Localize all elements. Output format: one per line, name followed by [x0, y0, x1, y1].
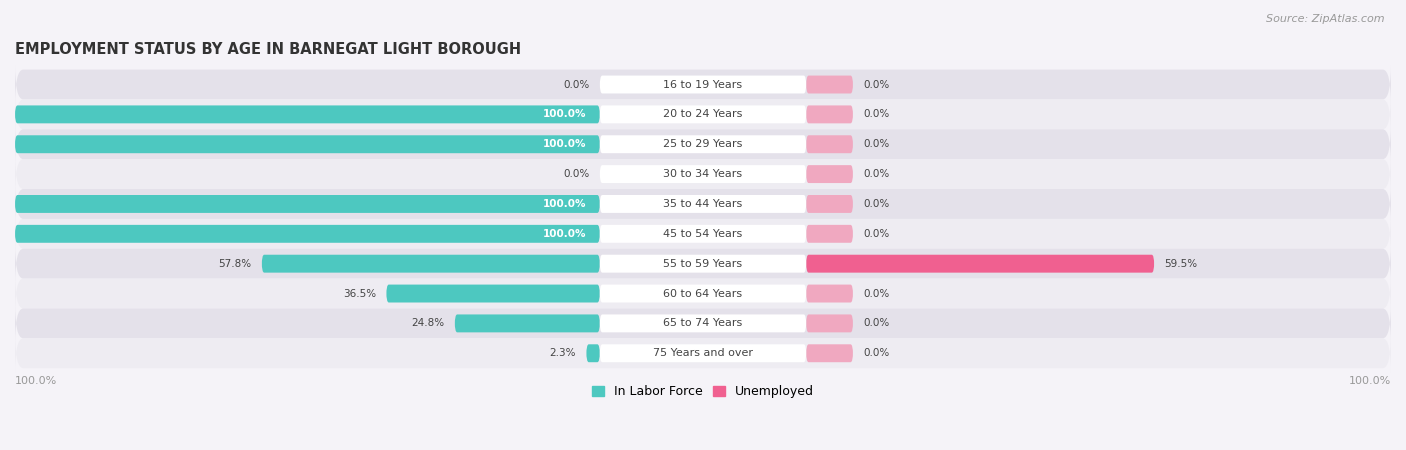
Text: 59.5%: 59.5% [1164, 259, 1198, 269]
Text: 0.0%: 0.0% [863, 199, 890, 209]
Text: 0.0%: 0.0% [564, 169, 589, 179]
Text: 0.0%: 0.0% [863, 109, 890, 119]
FancyBboxPatch shape [600, 165, 806, 183]
FancyBboxPatch shape [15, 213, 1391, 255]
FancyBboxPatch shape [600, 105, 806, 123]
Text: 0.0%: 0.0% [863, 348, 890, 358]
FancyBboxPatch shape [15, 195, 600, 213]
Text: 100.0%: 100.0% [1348, 376, 1391, 386]
Text: 100.0%: 100.0% [543, 229, 586, 239]
FancyBboxPatch shape [387, 284, 600, 302]
Text: 20 to 24 Years: 20 to 24 Years [664, 109, 742, 119]
FancyBboxPatch shape [15, 273, 1391, 315]
Text: 0.0%: 0.0% [863, 319, 890, 328]
Text: 36.5%: 36.5% [343, 288, 375, 298]
FancyBboxPatch shape [600, 225, 806, 243]
Text: 100.0%: 100.0% [15, 376, 58, 386]
Text: 65 to 74 Years: 65 to 74 Years [664, 319, 742, 328]
Text: 24.8%: 24.8% [412, 319, 444, 328]
FancyBboxPatch shape [15, 63, 1391, 105]
FancyBboxPatch shape [15, 225, 600, 243]
Text: EMPLOYMENT STATUS BY AGE IN BARNEGAT LIGHT BOROUGH: EMPLOYMENT STATUS BY AGE IN BARNEGAT LIG… [15, 42, 522, 57]
FancyBboxPatch shape [15, 243, 1391, 284]
FancyBboxPatch shape [15, 183, 1391, 225]
FancyBboxPatch shape [600, 315, 806, 333]
Text: 60 to 64 Years: 60 to 64 Years [664, 288, 742, 298]
FancyBboxPatch shape [454, 315, 600, 333]
Text: 55 to 59 Years: 55 to 59 Years [664, 259, 742, 269]
FancyBboxPatch shape [15, 153, 1391, 195]
Text: 57.8%: 57.8% [218, 259, 252, 269]
FancyBboxPatch shape [15, 135, 600, 153]
Text: 30 to 34 Years: 30 to 34 Years [664, 169, 742, 179]
Text: 0.0%: 0.0% [863, 80, 890, 90]
FancyBboxPatch shape [600, 255, 806, 273]
FancyBboxPatch shape [15, 302, 1391, 344]
Text: 0.0%: 0.0% [564, 80, 589, 90]
Text: 100.0%: 100.0% [543, 139, 586, 149]
FancyBboxPatch shape [15, 94, 1391, 135]
FancyBboxPatch shape [600, 135, 806, 153]
FancyBboxPatch shape [806, 76, 853, 94]
FancyBboxPatch shape [806, 195, 853, 213]
Text: 35 to 44 Years: 35 to 44 Years [664, 199, 742, 209]
FancyBboxPatch shape [600, 76, 806, 94]
Text: 100.0%: 100.0% [543, 109, 586, 119]
Text: Source: ZipAtlas.com: Source: ZipAtlas.com [1267, 14, 1385, 23]
FancyBboxPatch shape [600, 195, 806, 213]
Text: 2.3%: 2.3% [550, 348, 576, 358]
FancyBboxPatch shape [806, 135, 853, 153]
FancyBboxPatch shape [806, 315, 853, 333]
FancyBboxPatch shape [806, 255, 1154, 273]
Text: 45 to 54 Years: 45 to 54 Years [664, 229, 742, 239]
FancyBboxPatch shape [15, 105, 600, 123]
Text: 25 to 29 Years: 25 to 29 Years [664, 139, 742, 149]
FancyBboxPatch shape [600, 344, 806, 362]
Text: 16 to 19 Years: 16 to 19 Years [664, 80, 742, 90]
Text: 0.0%: 0.0% [863, 229, 890, 239]
Text: 0.0%: 0.0% [863, 288, 890, 298]
FancyBboxPatch shape [806, 105, 853, 123]
FancyBboxPatch shape [600, 284, 806, 302]
FancyBboxPatch shape [806, 284, 853, 302]
FancyBboxPatch shape [262, 255, 600, 273]
FancyBboxPatch shape [586, 344, 600, 362]
FancyBboxPatch shape [15, 333, 1391, 374]
Text: 75 Years and over: 75 Years and over [652, 348, 754, 358]
FancyBboxPatch shape [15, 123, 1391, 165]
Text: 0.0%: 0.0% [863, 139, 890, 149]
FancyBboxPatch shape [806, 225, 853, 243]
Text: 0.0%: 0.0% [863, 169, 890, 179]
Legend: In Labor Force, Unemployed: In Labor Force, Unemployed [586, 380, 820, 403]
FancyBboxPatch shape [806, 344, 853, 362]
Text: 100.0%: 100.0% [543, 199, 586, 209]
FancyBboxPatch shape [806, 165, 853, 183]
